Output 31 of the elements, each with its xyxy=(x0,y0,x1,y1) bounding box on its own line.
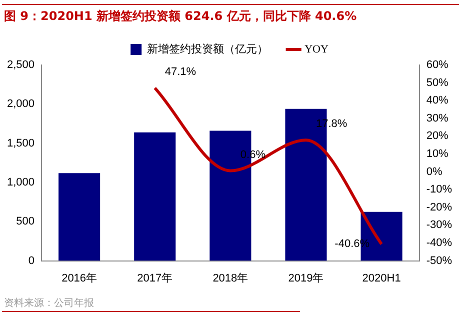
y-tick-label: 1,500 xyxy=(6,137,35,150)
legend-label: 新增签约投资额（亿元） xyxy=(147,42,268,56)
line-series xyxy=(153,86,384,246)
y2-tick-label: -50% xyxy=(426,254,452,267)
y2-tick-label: 60% xyxy=(426,59,449,72)
y2-tick-label: -40% xyxy=(426,237,452,250)
x-tick-label: 2017年 xyxy=(137,272,173,284)
y-tick-label: 500 xyxy=(16,216,35,228)
legend-label: YOY xyxy=(304,43,328,56)
y2-tick-label: 40% xyxy=(426,94,449,107)
y2-tick-label: 10% xyxy=(426,148,449,160)
y-tick-label: 2,000 xyxy=(6,98,35,110)
y2-tick-label: 30% xyxy=(426,112,449,124)
chart-title: 图 9：2020H1 新增签约投资额 624.6 亿元，同比下降 40.6% xyxy=(4,8,357,25)
x-tick-label: 2016年 xyxy=(62,272,98,284)
y-tick-label: 1,000 xyxy=(6,176,35,189)
y2-tick-label: 20% xyxy=(426,130,449,142)
y2-tick-label: -30% xyxy=(426,219,452,232)
x-tick-label: 2018年 xyxy=(212,272,248,284)
bar xyxy=(134,132,176,261)
data-label: 47.1% xyxy=(164,66,196,78)
x-tick-label: 2020H1 xyxy=(362,272,401,284)
text: 资料来源：公司年报 xyxy=(4,296,94,310)
y-tick-label: 2,500 xyxy=(6,59,35,72)
bar xyxy=(58,173,100,261)
y2-tick-label: -10% xyxy=(426,184,452,196)
y2-tick-label: 50% xyxy=(426,76,449,89)
y2-tick-label: 0% xyxy=(426,166,442,178)
y2-tick-label: -20% xyxy=(426,201,452,214)
x-tick-label: 2019年 xyxy=(288,272,324,284)
y-tick-label: 0 xyxy=(28,254,35,267)
